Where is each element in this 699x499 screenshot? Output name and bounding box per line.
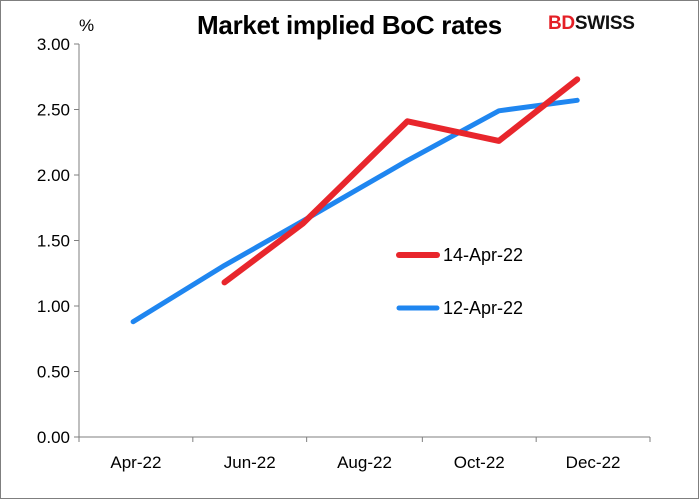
legend: 14-Apr-22 12-Apr-22 <box>396 245 523 318</box>
series-layer <box>130 76 581 325</box>
y-tick-label: 0.00 <box>37 428 70 447</box>
x-tick-label: Aug-22 <box>337 453 392 472</box>
legend-label-12-apr-22: 12-Apr-22 <box>443 298 523 318</box>
y-tick-label: 1.50 <box>37 232 70 251</box>
y-tick-label: 2.50 <box>37 101 70 120</box>
y-tick-label: 3.00 <box>37 35 70 54</box>
x-tick-label: Apr-22 <box>110 453 161 472</box>
x-tick-label: Dec-22 <box>566 453 621 472</box>
y-tick-label: 0.50 <box>37 363 70 382</box>
y-tick-label: 2.00 <box>37 166 70 185</box>
bdswiss-logo: BDSWISS <box>548 13 635 35</box>
logo-part-swiss: SWISS <box>574 13 635 34</box>
y-axis-unit: % <box>79 16 95 35</box>
y-tick-label: 1.00 <box>37 297 70 316</box>
chart-title: Market implied BoC rates <box>197 10 502 40</box>
series-line-12-apr-22 <box>130 97 580 325</box>
x-tick-label: Jun-22 <box>224 453 276 472</box>
logo-part-bd: BD <box>548 13 575 34</box>
axes: 0.00 0.50 1.00 1.50 2.00 2.50 3.00 Apr-22 Jun-22… <box>37 35 651 472</box>
x-tick-label: Oct-22 <box>454 453 505 472</box>
legend-label-14-apr-22: 14-Apr-22 <box>443 245 523 265</box>
